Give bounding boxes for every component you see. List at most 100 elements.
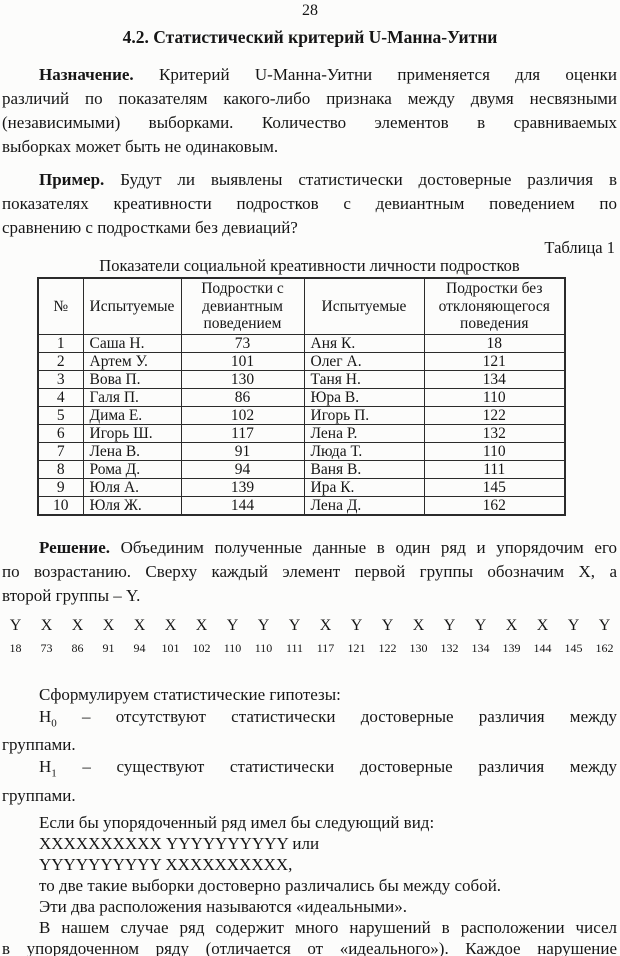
score-value: 94	[180, 460, 305, 479]
lead-purpose: Назначение.	[39, 65, 134, 84]
table-row: 4 Галя П. 86 Юра В. 110	[37, 388, 566, 407]
score-value: 86	[71, 641, 84, 655]
row-number: 1	[37, 334, 84, 353]
subject-name: Ваня В.	[303, 460, 425, 479]
sequence-item: Y 18	[0, 616, 31, 656]
group-label: X	[319, 617, 332, 634]
score-value: 110	[254, 641, 273, 655]
subject-name: Лена В.	[82, 442, 182, 461]
group-label: Y	[474, 617, 487, 634]
score-value: 111	[285, 641, 304, 655]
text-line: (независимыми) выборками. Количество эле…	[2, 113, 617, 132]
hypothesis-h0-line: Н0 – отсутствуют статистически достоверн…	[2, 706, 617, 734]
group-label: X	[536, 617, 549, 634]
h0-subscript: 0	[51, 717, 57, 730]
text-line: то две такие выборки достоверно различал…	[39, 876, 502, 895]
row-number: 3	[37, 370, 84, 389]
text-run: Объединим полученные данные в один ряд и…	[120, 538, 617, 557]
group-label: X	[412, 617, 425, 634]
group-label: Y	[381, 617, 394, 634]
group-label: Y	[9, 617, 22, 634]
table-row: 7 Лена В. 91 Люда Т. 110	[37, 442, 566, 461]
table-row: 8 Рома Д. 94 Ваня В. 111	[37, 460, 566, 479]
sequence-item: Y 111	[279, 616, 310, 656]
text-line: группами.	[2, 785, 76, 805]
sequence-item: Y 110	[248, 616, 279, 656]
score-value: 130	[180, 370, 305, 389]
ideal-arrangement-block: Если бы упорядоченный ряд имел бы следую…	[2, 812, 617, 956]
score-value: 121	[423, 352, 566, 371]
text-line: различий по показателям какого-либо приз…	[2, 89, 617, 108]
table-row: 1 Саша Н. 73 Аня К. 18	[37, 334, 566, 353]
lead-example: Пример.	[39, 170, 105, 189]
row-number: 10	[37, 496, 84, 516]
group-label: X	[40, 617, 53, 634]
score-value: 18	[423, 334, 566, 353]
sequence-item: Y 110	[217, 616, 248, 656]
sequence-item: Y 121	[341, 616, 372, 656]
sequence-item: Y 145	[558, 616, 589, 656]
text-line: группами.	[2, 735, 76, 755]
group-label: Y	[226, 617, 239, 634]
sequence-item: Y 132	[434, 616, 465, 656]
sequence-item: X 102	[186, 616, 217, 656]
subject-name: Артем У.	[82, 352, 182, 371]
hypotheses-block: Сформулируем статистические гипотезы: Н0…	[2, 684, 617, 807]
hypotheses-intro: Сформулируем статистические гипотезы:	[39, 685, 341, 704]
score-value: 122	[378, 641, 397, 655]
score-value: 139	[180, 478, 305, 497]
score-value: 86	[180, 388, 305, 407]
sequence-item: Y 122	[372, 616, 403, 656]
subject-name: Ира К.	[303, 478, 425, 497]
row-number: 6	[37, 424, 84, 443]
subject-name: Галя П.	[82, 388, 182, 407]
score-value: 145	[564, 641, 583, 655]
text-line: Назначение. Критерий U-Манна-Уитни приме…	[2, 63, 617, 87]
group-label: X	[164, 617, 177, 634]
score-value: 162	[423, 496, 566, 516]
text-line: ХХХХХХХХХХ YYYYYYYYYY или	[39, 834, 320, 853]
group-label: Y	[350, 617, 363, 634]
text-run: Будут ли выявлены статистически достовер…	[120, 170, 617, 189]
table-body: 1 Саша Н. 73 Аня К. 18 2 Артем У. 101 Олег А. 121…	[37, 334, 566, 516]
subject-name: Игорь П.	[303, 406, 425, 425]
paragraph-purpose: Назначение. Критерий U-Манна-Уитни приме…	[2, 63, 617, 159]
score-value: 110	[423, 442, 566, 461]
score-value: 110	[223, 641, 242, 655]
group-label: X	[71, 617, 84, 634]
group-label: X	[505, 617, 518, 634]
column-header: №	[37, 277, 84, 335]
score-value: 110	[423, 388, 566, 407]
score-value: 121	[347, 641, 366, 655]
subject-name: Лена Д.	[303, 496, 425, 516]
data-table: № Испытуемые Подростки с девиантным поведе…	[37, 277, 566, 516]
score-value: 91	[180, 442, 305, 461]
table-header-row: № Испытуемые Подростки с девиантным поведе…	[37, 277, 566, 335]
score-value: 101	[180, 352, 305, 371]
text-line: Если бы упорядоченный ряд имел бы следую…	[39, 813, 435, 832]
score-value: 144	[533, 641, 552, 655]
group-label: Y	[443, 617, 456, 634]
subject-name: Игорь Ш.	[82, 424, 182, 443]
table-row: 10 Юля Ж. 144 Лена Д. 162	[37, 496, 566, 516]
sequence-item: X 139	[496, 616, 527, 656]
score-value: 134	[423, 370, 566, 389]
h1-symbol: Н	[39, 757, 52, 777]
text-run: Критерий U-Манна-Уитни применяется для о…	[158, 65, 618, 84]
score-value: 117	[316, 641, 335, 655]
table-row: 5 Дима Е. 102 Игорь П. 122	[37, 406, 566, 425]
page-number: 28	[302, 2, 318, 19]
text-line: в упорядоченном ряду (отличается от «иде…	[2, 939, 617, 956]
score-value: 94	[133, 641, 146, 655]
group-label: Y	[257, 617, 270, 634]
score-value: 91	[102, 641, 115, 655]
sequence-item: X 130	[403, 616, 434, 656]
group-label: X	[133, 617, 146, 634]
text-line: Пример. Будут ли выявлены статистически …	[2, 168, 617, 192]
sequence-item: X 117	[310, 616, 341, 656]
lead-solution: Решение.	[39, 538, 110, 557]
section-heading: 4.2. Статистический критерий U-Манна-Уит…	[122, 27, 498, 47]
score-value: 134	[471, 641, 490, 655]
sequence-item: X 86	[62, 616, 93, 656]
row-number: 5	[37, 406, 84, 425]
